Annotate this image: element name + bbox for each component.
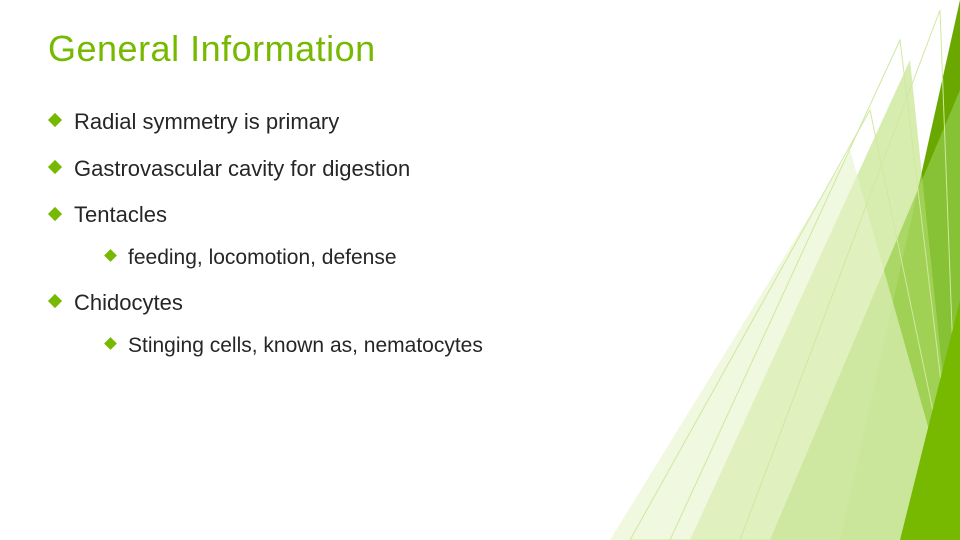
deco-shape (900, 300, 960, 540)
bullet-list: Radial symmetry is primary Gastrovascula… (48, 108, 768, 359)
list-item: Radial symmetry is primary (48, 108, 768, 137)
deco-shape (770, 90, 960, 540)
slide-title: General Information (48, 28, 376, 70)
slide: General Information Radial symmetry is p… (0, 0, 960, 540)
list-item-text: Stinging cells, known as, nematocytes (128, 334, 483, 357)
sub-list: feeding, locomotion, defense (104, 244, 768, 271)
list-item: feeding, locomotion, defense (104, 244, 768, 271)
slide-body: Radial symmetry is primary Gastrovascula… (48, 108, 768, 377)
list-item: Stinging cells, known as, nematocytes (104, 332, 768, 359)
list-item-text: Gastrovascular cavity for digestion (74, 156, 410, 181)
sub-list: Stinging cells, known as, nematocytes (104, 332, 768, 359)
list-item: Chidocytes Stinging cells, known as, nem… (48, 289, 768, 359)
deco-shape (840, 0, 960, 540)
list-item-text: feeding, locomotion, defense (128, 246, 397, 269)
list-item-text: Chidocytes (74, 290, 183, 315)
list-item-text: Tentacles (74, 202, 167, 227)
list-item: Gastrovascular cavity for digestion (48, 155, 768, 184)
list-item: Tentacles feeding, locomotion, defense (48, 201, 768, 271)
list-item-text: Radial symmetry is primary (74, 109, 339, 134)
deco-line (740, 10, 960, 540)
